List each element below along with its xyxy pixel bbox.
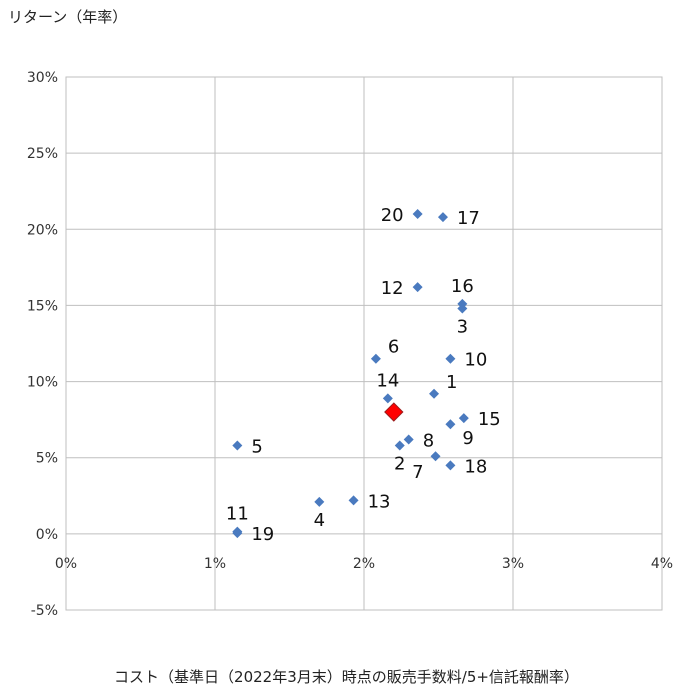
data-label-13: 13: [368, 491, 391, 512]
data-point-6: [370, 353, 381, 364]
x-tick-label: 3%: [502, 556, 524, 572]
data-label-7: 7: [412, 462, 423, 483]
data-label-10: 10: [464, 350, 487, 371]
data-label-11: 11: [226, 504, 249, 525]
x-tick-label: 2%: [353, 556, 375, 572]
data-point-19: [232, 528, 243, 539]
data-label-19: 19: [251, 524, 274, 545]
y-tick-label: 15%: [27, 298, 58, 314]
y-tick-label: 5%: [36, 451, 58, 467]
data-label-5: 5: [251, 437, 262, 458]
data-point-4: [314, 496, 325, 507]
data-point-7: [430, 451, 441, 462]
data-point-14: [382, 393, 393, 404]
highlight-point: [384, 402, 404, 422]
y-tick-label: 25%: [27, 146, 58, 162]
data-point-13: [348, 495, 359, 506]
data-label-18: 18: [464, 456, 487, 477]
data-point-2: [394, 440, 405, 451]
data-point-18: [445, 460, 456, 471]
data-point-9: [445, 419, 456, 430]
data-point-10: [445, 353, 456, 364]
data-label-14: 14: [376, 370, 399, 391]
x-axis-label: コスト（基準日（2022年3月末）時点の販売手数料/5+信託報酬率）: [114, 668, 579, 686]
y-axis-label: リターン（年率）: [8, 8, 128, 26]
data-point-20: [412, 209, 423, 220]
data-label-8: 8: [423, 430, 434, 451]
data-label-6: 6: [388, 337, 399, 358]
data-point-12: [412, 282, 423, 293]
data-label-4: 4: [314, 510, 325, 531]
x-tick-label: 1%: [204, 556, 226, 572]
data-label-15: 15: [478, 409, 501, 430]
data-point-16: [457, 298, 468, 309]
data-point-1: [429, 388, 440, 399]
y-tick-label: 0%: [36, 527, 58, 543]
y-tick-label: -5%: [31, 603, 58, 619]
data-point-15: [458, 413, 469, 424]
data-point-17: [437, 212, 448, 223]
data-label-20: 20: [381, 205, 404, 226]
data-label-1: 1: [446, 372, 457, 393]
data-label-17: 17: [457, 208, 480, 229]
data-point-8: [403, 434, 414, 445]
x-tick-label: 4%: [651, 556, 673, 572]
x-tick-label: 0%: [55, 556, 77, 572]
data-label-9: 9: [462, 428, 473, 449]
data-label-2: 2: [394, 454, 405, 475]
y-tick-label: 20%: [27, 222, 58, 238]
data-label-3: 3: [457, 316, 468, 337]
data-label-16: 16: [451, 276, 474, 297]
y-tick-label: 10%: [27, 375, 58, 391]
y-tick-label: 30%: [27, 70, 58, 86]
data-point-5: [232, 440, 243, 451]
data-label-12: 12: [381, 278, 404, 299]
